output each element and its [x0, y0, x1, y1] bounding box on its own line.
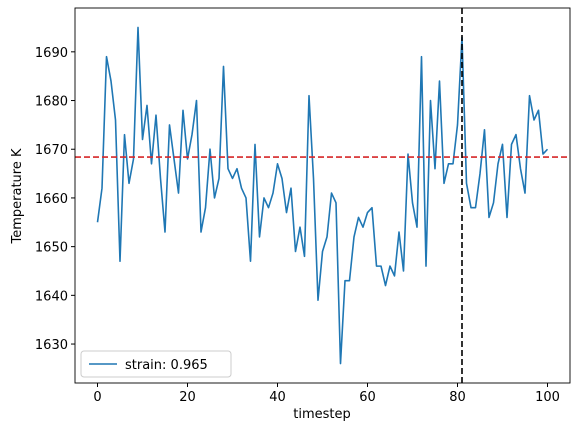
legend-box — [80, 350, 232, 378]
plot-frame — [74, 7, 571, 384]
legend-label: strain: 0.965 — [125, 358, 208, 373]
y-tick-label: 1680 — [35, 95, 68, 110]
y-tick-label: 1630 — [35, 338, 68, 353]
x-tick-label: 40 — [269, 390, 286, 405]
x-tick-label: 80 — [449, 390, 466, 405]
data-line — [96, 26, 549, 365]
y-tick-label: 1670 — [35, 143, 68, 158]
x-tick-label: 100 — [535, 390, 560, 405]
x-axis-label: timestep — [293, 407, 351, 422]
x-tick-label: 60 — [359, 390, 376, 405]
x-tick-label: 20 — [179, 390, 196, 405]
y-tick-label: 1650 — [35, 241, 68, 256]
x-tick-label: 0 — [93, 390, 101, 405]
y-tick-label: 1660 — [35, 192, 68, 207]
y-tick-label: 1640 — [35, 289, 68, 304]
y-axis-label: Temperature K — [10, 148, 25, 244]
y-tick-label: 1690 — [35, 46, 68, 61]
